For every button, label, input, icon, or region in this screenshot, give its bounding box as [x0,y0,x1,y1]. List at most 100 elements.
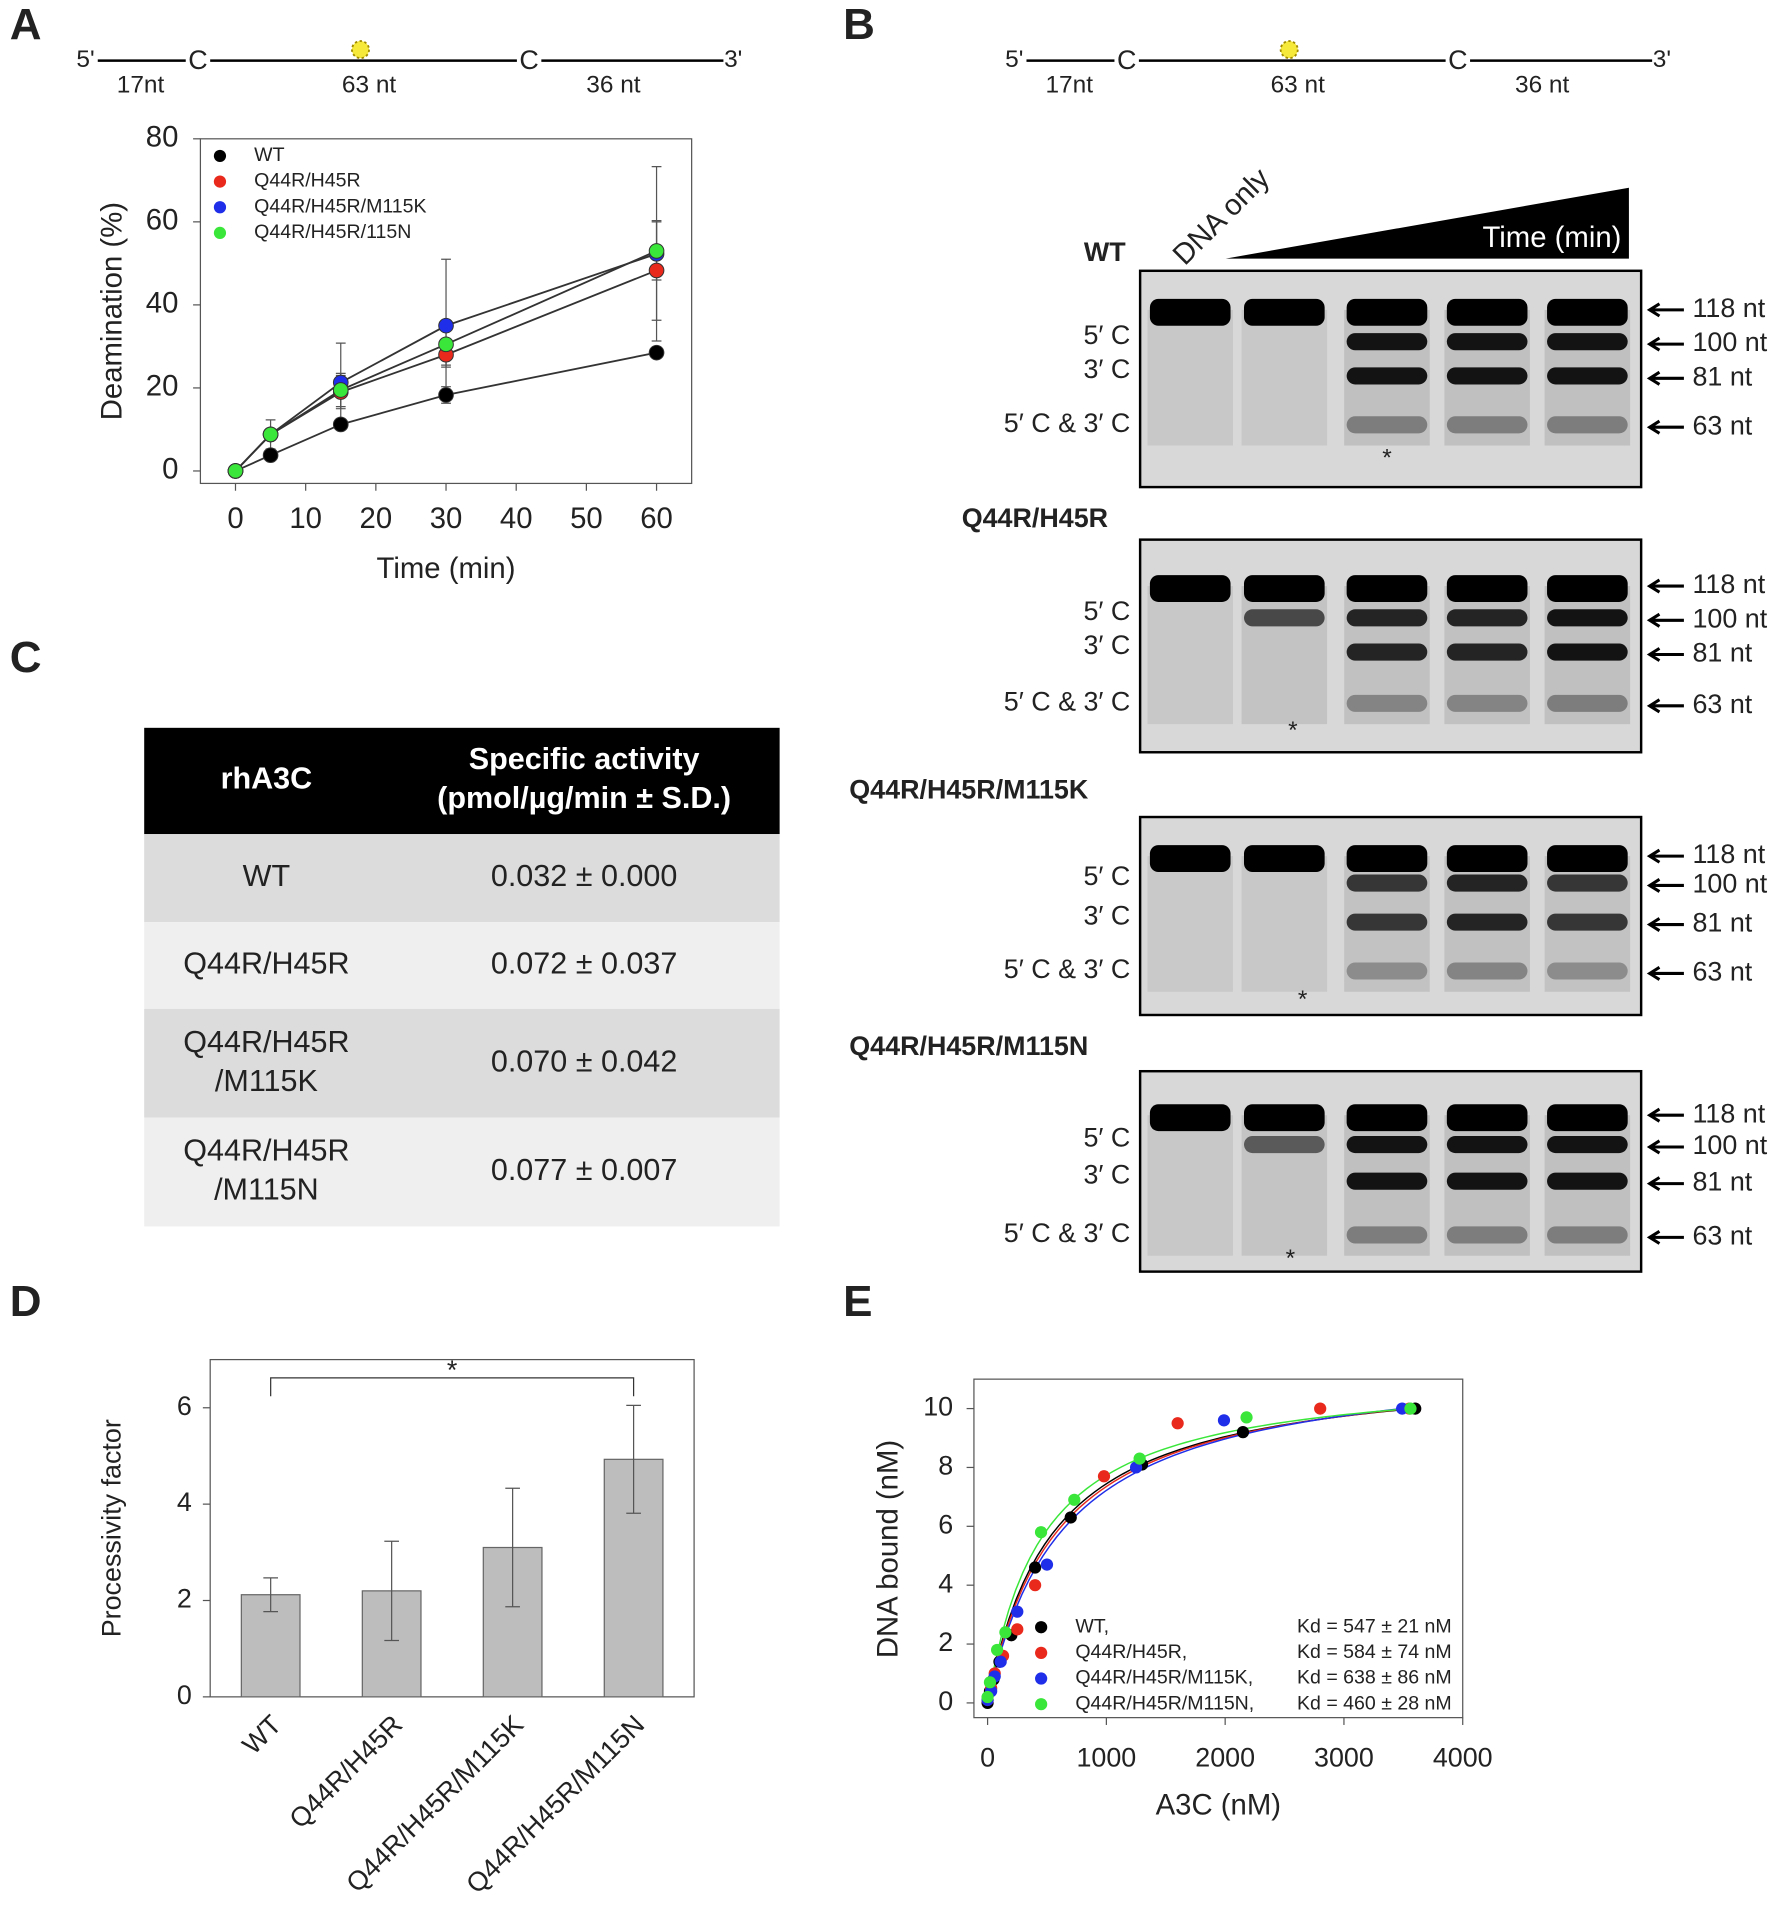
gel-band [1547,1226,1628,1244]
gel-band [1346,298,1428,326]
gel-band [1243,575,1325,602]
gel-star: * [1288,717,1298,744]
data-point [648,344,665,361]
gradient-label: Time (min) [1482,221,1621,254]
gel-band [1346,416,1428,434]
x-tick-label: 40 [500,502,533,535]
data-point [994,1655,1007,1668]
legend-marker [213,226,227,240]
gel-band [1346,694,1428,712]
data-point [1034,1526,1048,1539]
band-arrow [1646,1229,1684,1245]
band-arrow [1646,302,1684,318]
plot-frame [209,1358,695,1698]
y-tick-label: 80 [146,121,179,154]
band-size: 81 nt [1692,908,1752,938]
band-size: 100 nt [1692,1130,1767,1160]
band-size: 100 nt [1692,869,1767,899]
gel-band [1446,845,1528,873]
gel-band [1346,609,1428,627]
data-point [262,447,279,464]
table-row-bg [144,922,780,1009]
five-prime: 5' [76,46,94,73]
data-point [438,317,454,334]
y-tick-label: 0 [162,453,178,486]
x-tick-label: 2000 [1195,1742,1255,1772]
data-point [1404,1402,1417,1415]
fit-curve [986,1407,1411,1704]
x-tick-label: 10 [289,502,322,535]
gel-star: * [1298,986,1308,1013]
site: C [188,45,207,75]
y-tick-label: 4 [177,1487,192,1517]
fluorophore [1279,40,1299,60]
gel-band [1547,367,1628,385]
y-tick-label: 2 [177,1584,192,1614]
gel-title: Q44R/H45R/M115N [849,1031,1088,1061]
lane-smear [1241,586,1328,725]
table-row-bg [144,834,780,923]
segment-label: 17nt [117,72,165,99]
band-size: 63 nt [1692,410,1752,440]
data-point [1040,1558,1054,1571]
band-label: 5′ C [1083,596,1130,626]
x-tick-label: 1000 [1076,1742,1136,1772]
band-arrow [1646,419,1684,435]
band-arrow [1646,917,1684,932]
band-label: 5′ C [1083,1123,1130,1153]
band-label: 5′ C & 3′ C [1004,408,1131,438]
gel-band [1243,845,1325,873]
table-cell: 0.077 ± 0.007 [491,1153,678,1187]
gel-band [1547,298,1628,326]
band-size: 118 nt [1692,293,1765,323]
band-label: 3′ C [1083,630,1130,660]
table-cell: WT [243,859,290,893]
data-point [1314,1402,1327,1415]
lane-smear [1147,586,1233,725]
gel-band [1346,1104,1428,1132]
table-cell: 0.072 ± 0.037 [491,947,678,981]
band-arrow [1646,612,1684,628]
band-label: 3′ C [1083,354,1130,384]
band-arrow [1646,698,1684,714]
band-size: 118 nt [1692,839,1765,869]
panel-label: E [843,1277,872,1326]
gel-band [1346,874,1428,892]
gel-title: Q44R/H45R/M115K [849,774,1089,804]
gel-band [1547,694,1628,712]
three-prime: 3' [1653,46,1671,73]
band-size: 81 nt [1692,638,1752,668]
gel-band [1547,643,1628,661]
gel-band [1446,575,1528,602]
gel-band [1346,367,1428,385]
data-point [438,336,454,353]
legend-kd: Kd = 547 ± 21 nM [1297,1615,1452,1637]
gel-band [1547,609,1628,627]
legend-label: Q44R/H45R/115N [254,221,411,243]
data-point [1236,1426,1250,1439]
x-tick-label: 3000 [1314,1742,1374,1772]
data-point [648,262,665,279]
gel-band [1446,1135,1528,1154]
segment-label: 36 nt [1515,72,1570,99]
band-label: 5′ C & 3′ C [1004,1218,1131,1248]
data-point [1011,1605,1024,1618]
gel-band [1547,1104,1628,1132]
x-axis-label: Time (min) [377,552,516,585]
significance-bracket [270,1377,635,1397]
band-label: 5′ C & 3′ C [1004,686,1131,716]
fluorophore [351,40,370,60]
data-point [262,426,279,443]
gel-band [1446,416,1528,434]
panel-label: C [10,633,42,682]
band-label: 5′ C [1083,861,1130,891]
y-tick-label: 60 [146,204,179,237]
table-header: (pmol/µg/min ± S.D.) [437,781,731,815]
band-size: 63 nt [1692,1220,1752,1250]
lane-smear [1241,309,1328,446]
y-tick-label: 8 [938,1451,953,1481]
site: C [519,45,538,75]
x-tick-label: 60 [640,502,673,535]
x-tick-label: 4000 [1433,1742,1493,1772]
band-label: 5′ C [1083,320,1130,350]
